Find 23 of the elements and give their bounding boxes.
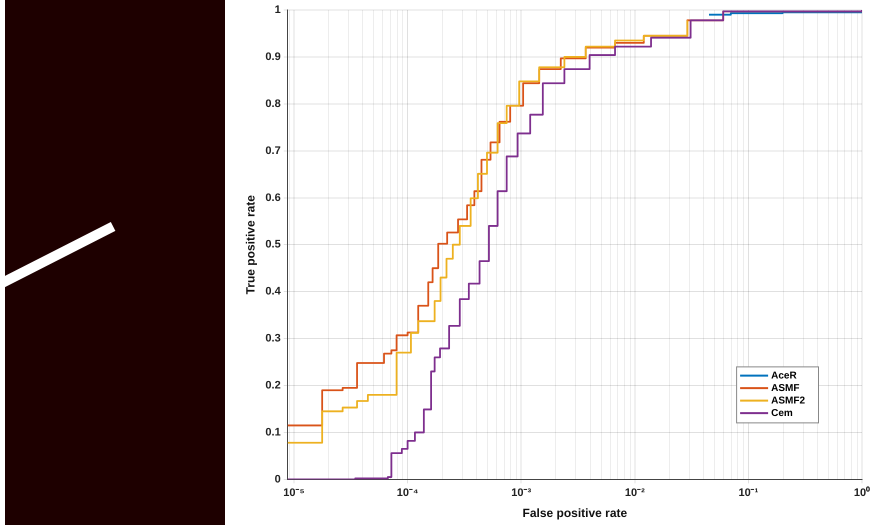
y-tick-label: 0.6 xyxy=(265,192,281,204)
y-tick-label: 0.3 xyxy=(265,332,281,345)
legend-label: ASMF2 xyxy=(771,395,806,406)
y-tick-label: 0.5 xyxy=(265,238,281,251)
x-tick-label: 10⁻³ xyxy=(511,487,532,500)
y-tick-label: 1 xyxy=(274,4,281,16)
y-axis-title: True positive rate xyxy=(244,194,258,294)
legend-label: AceR xyxy=(771,370,798,382)
x-tick-label: 10⁻² xyxy=(624,487,646,500)
y-tick-label: 0.8 xyxy=(265,98,281,110)
x-tick-label: 10⁻⁴ xyxy=(396,487,418,500)
x-tick-label: 10⁰ xyxy=(854,486,870,500)
y-tick-label: 0 xyxy=(274,473,281,486)
y-tick-label: 0.4 xyxy=(265,286,282,298)
x-tick-label: 10⁻¹ xyxy=(738,487,759,500)
legend-label: Cem xyxy=(771,408,793,419)
x-tick-label: 10⁻⁵ xyxy=(283,487,305,500)
legend-label: ASMF xyxy=(771,382,800,394)
y-tick-label: 0.1 xyxy=(265,426,281,438)
y-tick-label: 0.9 xyxy=(265,50,281,63)
y-tick-label: 0.7 xyxy=(265,144,281,157)
y-tick-label: 0.2 xyxy=(265,380,281,392)
x-axis-title: False positive rate xyxy=(522,506,628,520)
